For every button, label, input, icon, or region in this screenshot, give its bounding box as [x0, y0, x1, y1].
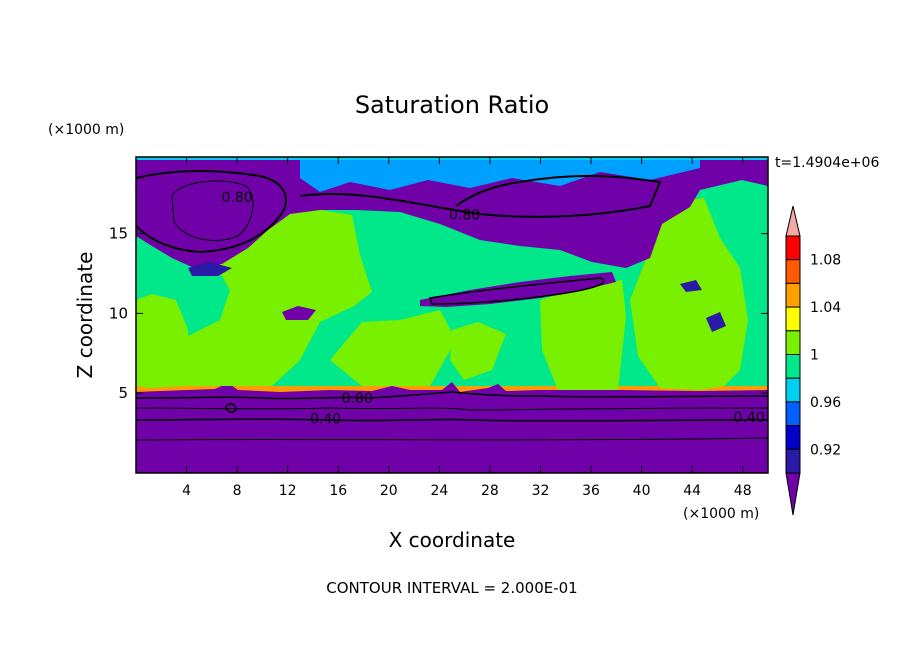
x-tick-label: 4	[182, 483, 191, 499]
green-patch-4	[540, 280, 626, 390]
contour-lower-3	[136, 437, 768, 441]
dry-pocket-1	[282, 306, 316, 320]
contour-0.40-lower	[136, 418, 768, 422]
contour-0.80-lower	[136, 391, 768, 400]
contour-value-labels: 0.800.800.800.40 0.40	[222, 190, 765, 428]
colorbar-box	[785, 235, 801, 261]
lower-dry-layer	[136, 382, 768, 473]
colorbar-bottom-triangle	[785, 472, 801, 516]
contour-mid-band	[429, 277, 605, 305]
x-tick-label: 16	[329, 483, 347, 499]
contour-label: 0.80	[449, 207, 480, 223]
contour-interval-footer: CONTOUR INTERVAL = 2.000E-01	[326, 579, 577, 597]
green-patch-3	[330, 310, 456, 386]
x-tick-label: 20	[380, 483, 398, 499]
colorbar-label: 1.08	[810, 253, 841, 269]
colorbar-box	[785, 354, 801, 379]
colorbar-box	[785, 377, 801, 403]
colorbar-box	[785, 259, 801, 284]
time-label: t=1.4904e+06	[775, 155, 879, 171]
upper-dry-layer	[136, 157, 768, 268]
x-axis-ticks: 4 8 12 16 20 24 28 32 36 40 44 48	[182, 157, 752, 499]
x-tick-label: 28	[481, 483, 499, 499]
colorbar-box	[785, 306, 801, 332]
colorbar-label: 1	[810, 348, 819, 364]
colorbar-box	[785, 425, 801, 450]
colorbar-box	[785, 448, 801, 474]
y-tick-label: 5	[118, 384, 128, 402]
colorbar-label: 0.92	[810, 442, 841, 458]
y-axis-ticks: 5 10 15	[109, 225, 768, 402]
colorbar-label: 0.96	[810, 395, 841, 411]
green-patch-1	[136, 205, 372, 388]
contour-label: 0.40	[733, 410, 764, 426]
contour-0.80-upper-left	[136, 169, 287, 254]
dry-pocket-4	[680, 280, 702, 292]
green-patch-5	[630, 198, 748, 390]
x-tick-label: 44	[683, 483, 701, 499]
upper-moist-band	[300, 157, 700, 192]
chart-title: Saturation Ratio	[355, 91, 549, 119]
x-axis-label: X coordinate	[389, 528, 516, 552]
green-patch-2	[136, 294, 188, 386]
contour-inner-upper-left	[171, 180, 254, 241]
contour-label: 0.80	[222, 190, 253, 206]
colorbar-box	[785, 401, 801, 427]
y-tick-label: 15	[109, 225, 128, 243]
x-unit-label: (×1000 m)	[683, 506, 759, 522]
contour-label: 0.80	[342, 391, 373, 407]
x-tick-label: 48	[734, 483, 752, 499]
colorbar-top-triangle	[785, 205, 801, 237]
contour-lines	[136, 169, 768, 441]
dry-pocket-2	[188, 262, 232, 276]
colorbar-label: 1.04	[810, 300, 841, 316]
x-tick-label: 40	[633, 483, 651, 499]
y-unit-label: (×1000 m)	[48, 122, 124, 138]
y-axis-label: Z coordinate	[73, 252, 97, 379]
x-tick-label: 8	[233, 483, 242, 499]
x-tick-label: 24	[430, 483, 448, 499]
green-patch-6	[450, 322, 506, 380]
x-tick-label: 36	[582, 483, 600, 499]
y-tick-label: 10	[109, 304, 128, 322]
field-regions	[136, 157, 768, 473]
contour-loop-8km	[225, 403, 237, 413]
colorbar: 0.92 0.96 1 1.04 1.08	[785, 205, 841, 516]
colorbar-box	[785, 330, 801, 355]
dry-pocket-3	[706, 312, 726, 332]
contour-label: 0.40	[310, 412, 341, 428]
x-tick-label: 12	[279, 483, 297, 499]
x-tick-label: 32	[532, 483, 550, 499]
plot-frame	[135, 156, 769, 474]
colorbar-box	[785, 282, 801, 308]
contour-0.80-upper-mid	[299, 174, 662, 218]
